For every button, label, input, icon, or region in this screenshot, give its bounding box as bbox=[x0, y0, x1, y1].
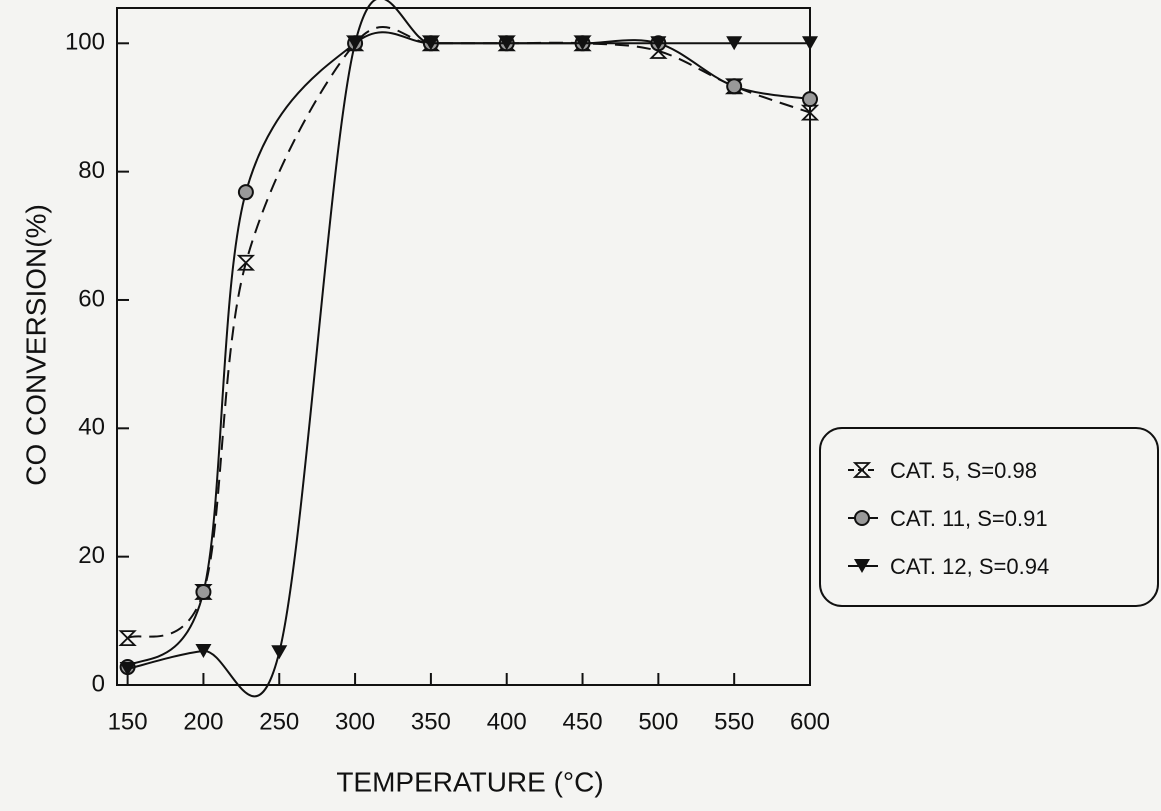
marker bbox=[802, 91, 818, 108]
marker bbox=[118, 630, 137, 647]
x-tick-label: 400 bbox=[487, 708, 527, 735]
marker bbox=[195, 643, 212, 658]
x-tick-label: 600 bbox=[790, 708, 830, 735]
series-line bbox=[126, 31, 811, 668]
legend-box bbox=[819, 427, 1159, 607]
y-tick-label: 20 bbox=[78, 542, 105, 569]
y-tick-label: 60 bbox=[78, 285, 105, 312]
y-tick-label: 0 bbox=[92, 670, 105, 697]
marker bbox=[802, 36, 818, 51]
x-tick-label: 200 bbox=[183, 708, 223, 735]
legend-marker bbox=[854, 559, 870, 573]
marker bbox=[726, 78, 743, 95]
marker bbox=[347, 36, 364, 51]
marker bbox=[422, 36, 439, 51]
y-tick-label: 80 bbox=[78, 157, 105, 184]
x-tick-label: 350 bbox=[411, 708, 451, 735]
y-axis-label: CO CONVERSION(%) bbox=[20, 204, 51, 486]
legend-marker bbox=[852, 462, 872, 478]
x-tick-label: 450 bbox=[563, 708, 603, 735]
x-tick-label: 150 bbox=[108, 708, 148, 735]
marker bbox=[498, 36, 515, 51]
x-tick-label: 300 bbox=[335, 708, 375, 735]
y-tick-label: 40 bbox=[78, 414, 105, 441]
x-tick-label: 550 bbox=[714, 708, 754, 735]
series-line bbox=[127, 26, 811, 640]
marker bbox=[119, 661, 136, 676]
marker bbox=[195, 583, 212, 600]
legend-label: CAT. 11, S=0.91 bbox=[890, 506, 1048, 531]
legend-marker bbox=[854, 510, 870, 526]
x-tick-label: 250 bbox=[259, 708, 299, 735]
y-tick-label: 100 bbox=[65, 29, 105, 56]
marker bbox=[650, 36, 667, 51]
legend-label: CAT. 5, S=0.98 bbox=[890, 458, 1037, 483]
marker bbox=[236, 254, 256, 271]
marker bbox=[574, 36, 591, 51]
x-axis-label: TEMPERATURE (°C) bbox=[336, 766, 603, 797]
marker bbox=[237, 184, 254, 201]
marker bbox=[271, 645, 288, 660]
marker bbox=[726, 36, 743, 51]
plot-frame bbox=[116, 7, 811, 686]
legend-label: CAT. 12, S=0.94 bbox=[890, 554, 1049, 579]
x-tick-label: 500 bbox=[638, 708, 678, 735]
